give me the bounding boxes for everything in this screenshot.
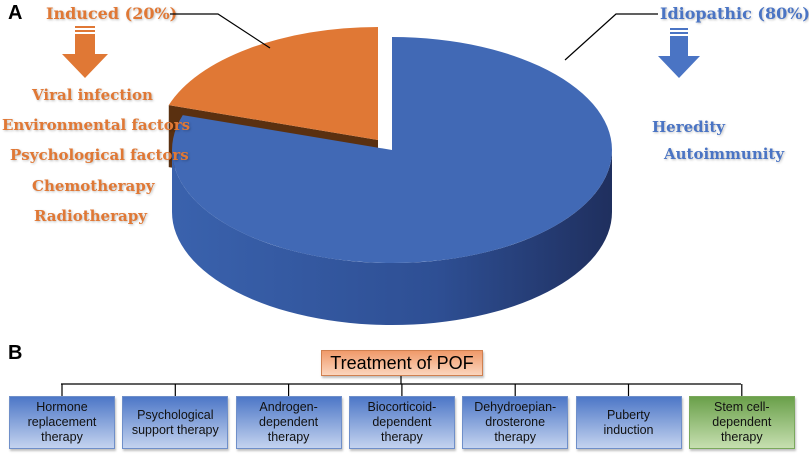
treatment-box-line: drosterone: [485, 415, 546, 429]
treatment-box-line: Dehydroepian-: [474, 400, 557, 414]
induced-cause: Environmental factors: [2, 116, 191, 134]
treatment-box: Androgen-dependent therapy: [235, 396, 342, 449]
treatment-box-line: therapy: [494, 430, 537, 444]
treatment-box-line: Hormone: [36, 400, 88, 414]
idiopathic-slice: [172, 37, 613, 263]
idiopathic-cause: Autoimmunity: [664, 145, 785, 163]
treatment-box: Hormone replacement therapy: [9, 396, 115, 449]
treatment-box-line: dependent: [712, 415, 772, 429]
treatment-box: Psychological support therapy: [122, 396, 229, 449]
panel-label-a: A: [8, 2, 23, 24]
treatment-box-line: dependent: [372, 415, 432, 429]
treatment-box-line: Androgen-: [259, 400, 318, 414]
treatment-box-line: Biocorticoid-: [367, 400, 437, 414]
treatment-box-line: therapy: [267, 430, 310, 444]
panel-label-b: B: [8, 342, 23, 364]
treatment-box-line: induction: [603, 422, 654, 437]
treatment-box: Stem cell-dependent therapy: [688, 396, 795, 449]
treatment-box-line: Puberty: [606, 407, 651, 422]
induced-cause: Psychological factors: [10, 146, 189, 164]
induced-slice: [168, 27, 378, 140]
treatment-box-line: replacement: [27, 415, 97, 429]
treatment-box-line: therapy: [720, 430, 763, 444]
idiopathic-slice-side: [172, 150, 612, 325]
induced-label: Induced (20%): [46, 4, 178, 23]
treatment-box-line: support therapy: [131, 422, 219, 437]
treatment-box: Dehydroepian-drosterone therapy: [462, 396, 569, 449]
treatment-box: Puberty induction: [575, 396, 682, 449]
induced-cause: Viral infection: [32, 86, 153, 104]
treatment-title: Treatment of POF: [321, 350, 483, 376]
induced-cause: Chemotherapy: [32, 177, 155, 195]
induced-cause: Radiotherapy: [34, 207, 147, 225]
treatment-box-line: therapy: [381, 430, 423, 444]
treatment-box-line: therapy: [41, 430, 83, 444]
treatment-box-line: Psychological: [137, 407, 214, 422]
treatment-box-line: Stem cell-: [714, 400, 770, 414]
treatment-box-line: dependent: [259, 415, 319, 429]
idiopathic-cause: Heredity: [652, 118, 725, 136]
idiopathic-label: Idiopathic (80%): [660, 4, 809, 23]
treatment-box: Biocorticoid-dependent therapy: [348, 396, 455, 449]
